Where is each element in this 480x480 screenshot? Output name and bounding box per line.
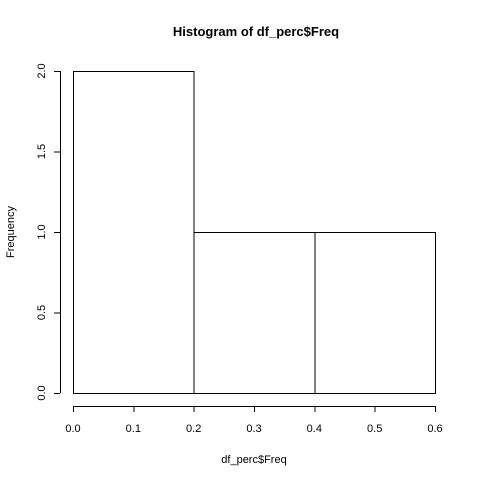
histogram-bar-3 <box>314 232 437 394</box>
y-tick-label-3: 1.0 <box>36 224 48 239</box>
histogram-bar-2 <box>193 232 316 394</box>
x-axis-label: df_perc$Freq <box>221 454 286 466</box>
x-tick-label-5: 0.4 <box>307 423 322 435</box>
x-axis: 0.0 0.1 0.2 0.3 0.4 0.5 0.6 <box>65 406 443 435</box>
x-tick-label-2: 0.1 <box>126 423 141 435</box>
x-tick-label-7: 0.6 <box>427 423 442 435</box>
x-tick-label-3: 0.2 <box>186 423 201 435</box>
y-tick-label-5: 2.0 <box>36 63 48 78</box>
y-tick-label-1: 0.0 <box>36 385 48 400</box>
histogram-bar-1 <box>73 71 195 394</box>
y-tick-label-4: 1.5 <box>36 144 48 159</box>
bars-layer <box>73 71 437 394</box>
y-tick-label-2: 0.5 <box>36 305 48 320</box>
y-axis: 0.0 0.5 1.0 1.5 2.0 <box>36 63 61 401</box>
x-tick-label-6: 0.5 <box>367 423 382 435</box>
chart-title: Histogram of df_perc$Freq <box>173 24 339 39</box>
x-tick-label-1: 0.0 <box>65 423 80 435</box>
x-tick-label-4: 0.3 <box>246 423 261 435</box>
y-axis-label: Frequency <box>5 206 17 258</box>
